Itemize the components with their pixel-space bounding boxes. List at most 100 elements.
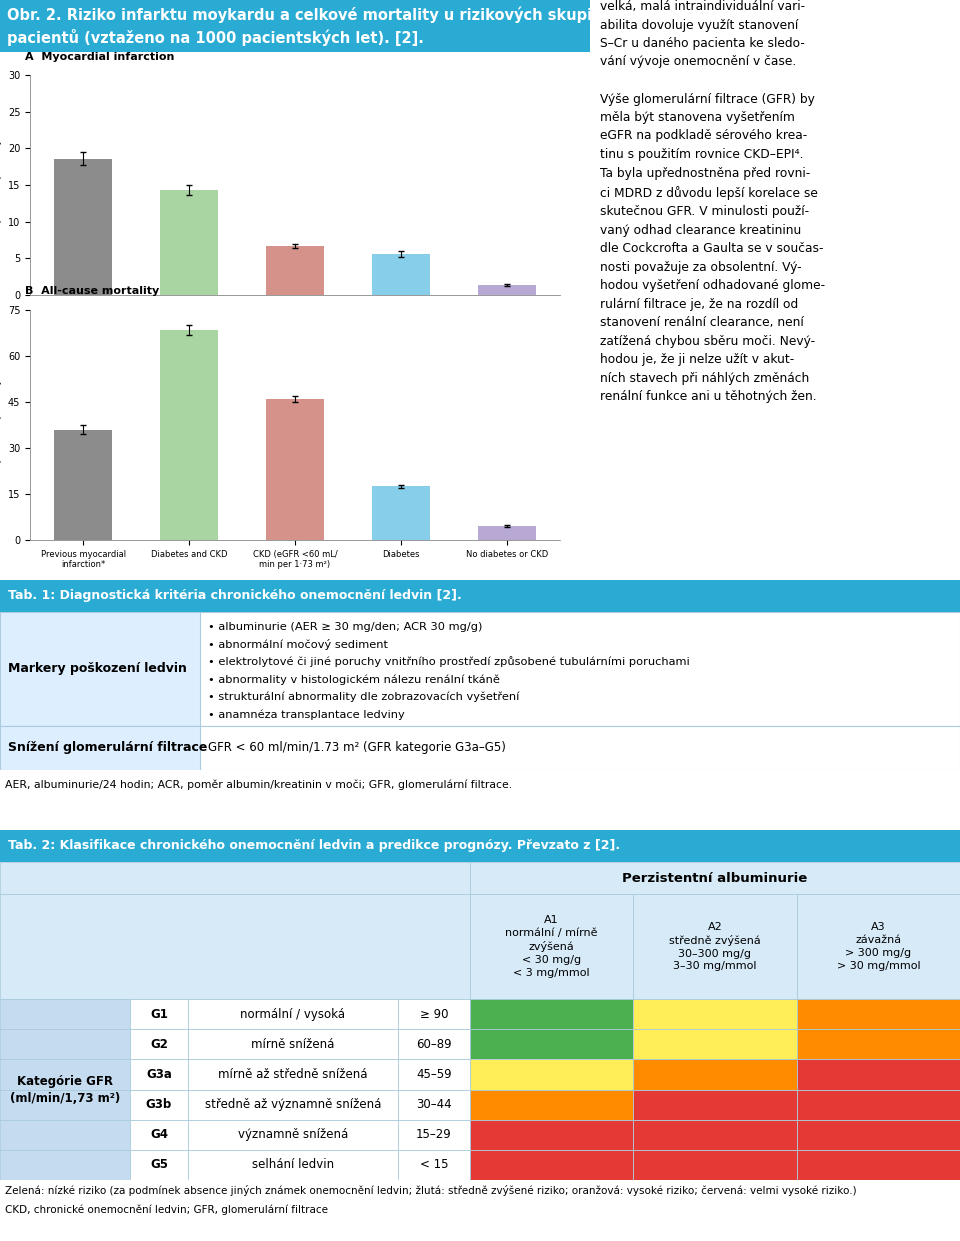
Text: • abnormální močový sediment: • abnormální močový sediment	[208, 639, 388, 650]
Bar	[130, 1029, 188, 1060]
Bar	[130, 1119, 188, 1150]
Bar	[130, 1060, 188, 1090]
Text: AER, albuminurie/24 hodin; ACR, poměr albumin/kreatinin v moči; GFR, glomerulárn: AER, albuminurie/24 hodin; ACR, poměr al…	[5, 779, 512, 791]
Bar	[0, 1090, 130, 1119]
Bar	[634, 1060, 797, 1090]
Bar	[0, 1060, 130, 1090]
Bar	[634, 1119, 797, 1150]
Text: významně snížená: významně snížená	[238, 1128, 348, 1142]
Text: • elektrolytové či jiné poruchy vnitřního prostředí způsobené tubulárními poruch: • elektrolytové či jiné poruchy vnitřníh…	[208, 656, 689, 668]
Bar	[0, 999, 130, 1029]
Bar	[470, 894, 634, 999]
Bar	[398, 999, 470, 1029]
Bar	[634, 1150, 797, 1180]
Text: A  Myocardial infarction: A Myocardial infarction	[25, 52, 174, 62]
Bar	[797, 1029, 960, 1060]
Bar	[797, 1119, 960, 1150]
Bar	[188, 1060, 398, 1090]
Bar	[797, 1060, 960, 1090]
Text: G4: G4	[150, 1128, 168, 1142]
Bar	[0, 726, 200, 769]
Bar	[398, 1090, 470, 1119]
Bar	[188, 1150, 398, 1180]
Bar	[470, 862, 960, 894]
Bar	[470, 1150, 634, 1180]
Bar	[797, 999, 960, 1029]
Bar	[0, 894, 470, 999]
Text: mírně až středně snížená: mírně až středně snížená	[218, 1069, 368, 1081]
Text: velká, malá intraindividuální vari-
abilita dovoluje využít stanovení
S–Cr u dan: velká, malá intraindividuální vari- abil…	[600, 0, 826, 403]
Bar	[634, 1090, 797, 1119]
Text: 60–89: 60–89	[417, 1037, 452, 1051]
Text: Snížení glomerulární filtrace: Snížení glomerulární filtrace	[8, 741, 207, 755]
Text: Obr. 2. Riziko infarktu moykardu a celkové mortality u rizikových skupin
pacient: Obr. 2. Riziko infarktu moykardu a celko…	[7, 6, 603, 46]
Bar	[478, 284, 536, 295]
Text: 15–29: 15–29	[416, 1128, 452, 1142]
Bar	[160, 190, 218, 295]
Bar	[634, 999, 797, 1029]
Bar	[130, 1090, 188, 1119]
Bar	[797, 894, 960, 999]
Bar	[0, 726, 960, 769]
Bar	[54, 159, 112, 295]
Text: Kategórie GFR
(ml/min/1,73 m²): Kategórie GFR (ml/min/1,73 m²)	[10, 1075, 120, 1104]
Bar	[470, 1029, 634, 1060]
Text: 30–44: 30–44	[417, 1098, 452, 1111]
Bar	[398, 1150, 470, 1180]
Bar	[478, 526, 536, 540]
Text: 45–59: 45–59	[417, 1069, 452, 1081]
Text: Tab. 1: Diagnostická kritéria chronického onemocnění ledvin [2].: Tab. 1: Diagnostická kritéria chronickéh…	[8, 589, 462, 602]
Bar	[0, 1150, 130, 1180]
Text: • anamnéza transplantace ledviny: • anamnéza transplantace ledviny	[208, 709, 405, 720]
Text: Zelená: nízké riziko (za podmínek absence jiných známek onemocnění ledvin; žlutá: Zelená: nízké riziko (za podmínek absenc…	[5, 1184, 856, 1195]
Bar	[130, 999, 188, 1029]
Bar	[266, 398, 324, 540]
Text: Tab. 2: Klasifikace chronického onemocnění ledvin a predikce prognózy. Převzato : Tab. 2: Klasifikace chronického onemocně…	[8, 839, 620, 853]
Text: mírně snížená: mírně snížená	[252, 1037, 335, 1051]
Bar	[398, 1060, 470, 1090]
Bar	[470, 1119, 634, 1150]
Text: ≥ 90: ≥ 90	[420, 1008, 448, 1020]
Text: Perzistentní albuminurie: Perzistentní albuminurie	[622, 871, 807, 885]
Text: • albuminurie (AER ≥ 30 mg/den; ACR 30 mg/g): • albuminurie (AER ≥ 30 mg/den; ACR 30 m…	[208, 622, 482, 632]
Bar	[470, 1090, 634, 1119]
Y-axis label: Rates (per 1000 person-years): Rates (per 1000 person-years)	[0, 115, 2, 254]
Bar	[634, 1029, 797, 1060]
Text: G5: G5	[150, 1158, 168, 1172]
Bar	[797, 1090, 960, 1119]
Text: G3a: G3a	[146, 1069, 172, 1081]
Text: • strukturální abnormality dle zobrazovacích vyšetření: • strukturální abnormality dle zobrazova…	[208, 691, 519, 702]
Bar	[0, 862, 470, 894]
Bar	[188, 1090, 398, 1119]
Text: G1: G1	[150, 1008, 168, 1020]
Bar	[470, 999, 634, 1029]
Bar	[0, 612, 200, 726]
Bar	[398, 1029, 470, 1060]
Text: normální / vysoká: normální / vysoká	[241, 1008, 346, 1020]
Text: G3b: G3b	[146, 1098, 172, 1111]
Bar	[130, 1150, 188, 1180]
Bar	[372, 254, 430, 295]
Bar	[797, 1150, 960, 1180]
Text: • abnormality v histologickém nálezu renální tkáně: • abnormality v histologickém nálezu ren…	[208, 674, 500, 685]
Bar	[266, 246, 324, 295]
Bar	[0, 612, 960, 726]
Bar	[188, 999, 398, 1029]
Bar	[160, 330, 218, 540]
Bar	[0, 1119, 130, 1150]
Text: A2
středně zvýšená
30–300 mg/g
3–30 mg/mmol: A2 středně zvýšená 30–300 mg/g 3–30 mg/m…	[669, 922, 761, 972]
Text: < 15: < 15	[420, 1158, 448, 1172]
Bar	[0, 1029, 130, 1060]
Y-axis label: Rates (per 1000 person-years): Rates (per 1000 person-years)	[0, 356, 2, 494]
Text: selhání ledvin: selhání ledvin	[252, 1158, 334, 1172]
Bar	[54, 429, 112, 540]
Text: A1
normální / mírně
zvýšená
< 30 mg/g
< 3 mg/mmol: A1 normální / mírně zvýšená < 30 mg/g < …	[505, 915, 598, 978]
Bar	[188, 1029, 398, 1060]
Text: CKD, chronické onemocnění ledvin; GFR, glomerulární filtrace: CKD, chronické onemocnění ledvin; GFR, g…	[5, 1205, 327, 1215]
Bar	[470, 1060, 634, 1090]
Text: středně až významně snížená: středně až významně snížená	[204, 1098, 381, 1111]
Bar	[398, 1119, 470, 1150]
Bar	[634, 894, 797, 999]
Text: GFR < 60 ml/min/1.73 m² (GFR kategorie G3a–G5): GFR < 60 ml/min/1.73 m² (GFR kategorie G…	[208, 741, 506, 755]
Text: Markery poškození ledvin: Markery poškození ledvin	[8, 663, 187, 675]
